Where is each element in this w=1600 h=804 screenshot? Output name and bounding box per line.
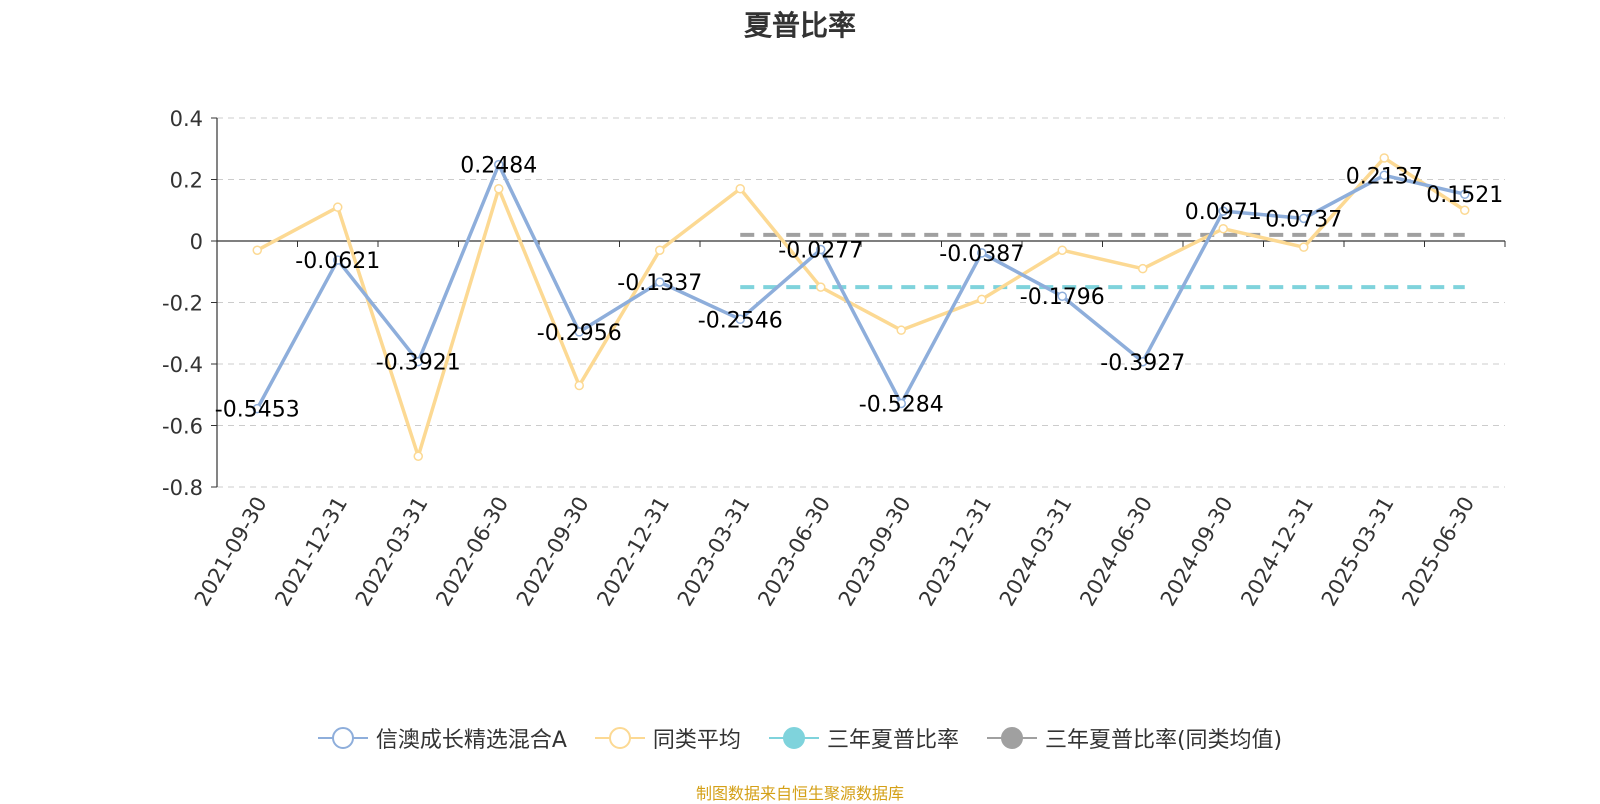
legend-label: 三年夏普比率(同类均值) — [1044, 728, 1283, 753]
data-label: -0.1796 — [1020, 285, 1105, 310]
data-point — [1460, 189, 1470, 199]
y-tick-label: -0.4 — [162, 353, 203, 377]
data-point — [494, 183, 504, 194]
x-tick-label: 2025-06-30 — [1397, 493, 1479, 611]
data-label: 0.2484 — [460, 154, 537, 179]
data-point — [1460, 205, 1470, 215]
data-point — [735, 314, 745, 325]
data-label: -0.2956 — [537, 321, 622, 346]
legend-marker-icon — [986, 727, 1037, 749]
data-label: 0.0971 — [1185, 200, 1262, 225]
data-label: -0.0387 — [939, 242, 1024, 267]
x-tick-label: 2024-12-31 — [1236, 493, 1318, 611]
source-note: 制图数据来自恒生聚源数据库 — [695, 784, 904, 803]
data-point — [574, 327, 584, 337]
data-point — [977, 248, 987, 258]
data-point — [413, 356, 423, 367]
x-tick-label: 2021-09-30 — [190, 493, 272, 611]
data-point — [1057, 291, 1067, 301]
x-tick-label: 2024-03-31 — [995, 493, 1077, 611]
data-label: -0.3921 — [376, 351, 461, 376]
y-tick-label: 0.4 — [170, 107, 203, 131]
y-tick-label: 0.2 — [170, 169, 203, 193]
legend-label: 信澳成长精选混合A — [375, 728, 567, 753]
y-tick-label: -0.6 — [162, 415, 203, 439]
legend-label: 同类平均 — [652, 728, 741, 753]
data-point — [413, 451, 423, 461]
y-tick-label: 0 — [190, 230, 203, 254]
legend-marker-icon — [768, 727, 819, 749]
data-point — [1379, 170, 1389, 181]
x-tick-label: 2022-12-31 — [592, 493, 674, 611]
data-point — [896, 325, 906, 335]
data-label: -0.0621 — [295, 249, 380, 274]
data-point — [896, 398, 906, 409]
data-point — [1138, 357, 1148, 367]
legend-item[interactable]: 三年夏普比率 — [768, 722, 959, 754]
chart-title: 夏普比率 — [743, 9, 856, 42]
data-point — [816, 282, 826, 292]
data-point — [1299, 242, 1309, 252]
series-line — [256, 156, 1466, 458]
legend-item[interactable]: 三年夏普比率(同类均值) — [986, 722, 1283, 754]
data-point — [1218, 206, 1228, 216]
data-point — [1379, 153, 1389, 163]
y-tick-label: -0.8 — [162, 476, 203, 500]
data-point — [735, 183, 745, 194]
x-tick-label: 2022-06-30 — [431, 493, 513, 611]
data-point — [494, 159, 504, 170]
data-label: -0.5284 — [859, 392, 944, 417]
legend-item[interactable]: 信澳成长精选混合A — [317, 722, 567, 754]
data-label: -0.2546 — [698, 308, 783, 333]
x-tick-label: 2025-03-31 — [1317, 493, 1399, 611]
data-label: 0.0737 — [1265, 207, 1342, 232]
data-point — [977, 294, 987, 305]
x-tick-label: 2022-03-31 — [351, 493, 433, 611]
y-tick-label: -0.2 — [162, 292, 203, 316]
x-tick-label: 2022-09-30 — [512, 493, 594, 611]
data-point — [252, 403, 262, 414]
data-label: 0.1521 — [1426, 183, 1503, 208]
data-point — [1138, 263, 1148, 274]
data-point — [333, 202, 343, 212]
data-label: -0.5453 — [215, 398, 300, 423]
legend-item[interactable]: 同类平均 — [594, 722, 741, 754]
legend: 信澳成长精选混合A 同类平均 三年夏普比率 三年夏普比率(同类均值) — [0, 722, 1600, 754]
legend-marker-icon — [317, 727, 368, 749]
data-point — [655, 277, 665, 287]
series-line — [255, 162, 1466, 410]
legend-label: 三年夏普比率 — [826, 728, 959, 753]
data-point — [1057, 245, 1067, 255]
data-point — [1218, 223, 1228, 234]
data-label: -0.0277 — [778, 239, 863, 264]
data-point — [1299, 213, 1309, 224]
x-tick-label: 2023-03-31 — [673, 493, 755, 611]
data-point — [816, 244, 826, 255]
data-point — [574, 380, 584, 391]
data-label: -0.3927 — [1100, 351, 1185, 376]
data-point — [252, 245, 262, 255]
x-tick-label: 2023-06-30 — [753, 493, 835, 611]
legend-marker-icon — [594, 727, 645, 749]
data-point — [333, 255, 343, 265]
x-tick-label: 2021-12-31 — [270, 493, 352, 611]
x-tick-label: 2024-09-30 — [1156, 493, 1238, 611]
x-tick-label: 2024-06-30 — [1075, 493, 1157, 611]
x-tick-label: 2023-12-31 — [914, 493, 996, 611]
data-point — [655, 245, 665, 255]
x-tick-label: 2023-09-30 — [834, 493, 916, 611]
data-label: -0.1337 — [617, 271, 702, 296]
data-label: 0.2137 — [1346, 164, 1423, 189]
